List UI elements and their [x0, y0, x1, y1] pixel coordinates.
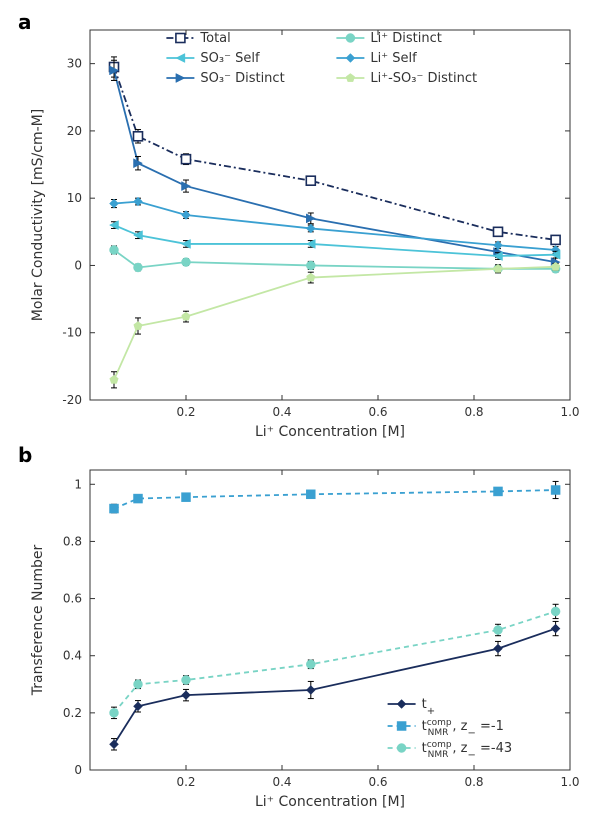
xtick-label: 1.0 [560, 405, 579, 419]
ytick-label: 0.8 [63, 534, 82, 548]
xtick-label: 0.2 [176, 405, 195, 419]
series-so3_dist [114, 70, 556, 262]
xtick-label: 0.8 [464, 405, 483, 419]
figure-svg: 0.20.40.60.81.0-20-100102030Li⁺ Concentr… [0, 0, 611, 816]
legend-item: Li⁺ Self [370, 51, 417, 66]
legend-item: Li⁺-SO₃⁻ Distinct [370, 71, 477, 86]
xtick-label: 0.2 [176, 775, 195, 789]
legend-item: SO₃⁻ Self [200, 51, 260, 66]
xtick-label: 0.4 [272, 405, 291, 419]
ytick-label: 1 [74, 477, 82, 491]
ytick-label: -10 [62, 326, 82, 340]
ytick-label: 30 [67, 57, 82, 71]
ytick-label: 0.6 [63, 592, 82, 606]
xtick-label: 0.6 [368, 405, 387, 419]
xtick-label: 1.0 [560, 775, 579, 789]
series-tnmr43 [114, 611, 556, 712]
ytick-label: -20 [62, 393, 82, 407]
series-li_so3_dist [114, 267, 556, 380]
ytick-label: 0.4 [63, 649, 82, 663]
y-axis-label: Transference Number [30, 545, 46, 697]
ytick-label: 0 [74, 258, 82, 272]
axes-frame [90, 30, 570, 400]
legend-item: tcompNMR, z− =-43 [422, 740, 513, 761]
legend-item: tcompNMR, z− =-1 [422, 718, 504, 739]
xtick-label: 0.6 [368, 775, 387, 789]
ytick-label: 0.2 [63, 706, 82, 720]
ytick-label: 0 [74, 763, 82, 777]
ytick-label: 10 [67, 191, 82, 205]
ytick-label: 20 [67, 124, 82, 138]
legend-item: SO₃⁻ Distinct [200, 71, 284, 86]
xtick-label: 0.8 [464, 775, 483, 789]
legend-item: t+ [422, 697, 436, 717]
x-axis-label: Li⁺ Concentration [M] [255, 794, 405, 810]
series-li_dist [114, 250, 556, 269]
x-axis-label: Li⁺ Concentration [M] [255, 424, 405, 440]
series-tnmr1 [114, 490, 556, 509]
legend-item: Li⁺ Distinct [370, 31, 441, 46]
legend-item: Total [199, 31, 230, 46]
xtick-label: 0.4 [272, 775, 291, 789]
y-axis-label: Molar Conductivity [mS/cm-M] [30, 109, 46, 321]
